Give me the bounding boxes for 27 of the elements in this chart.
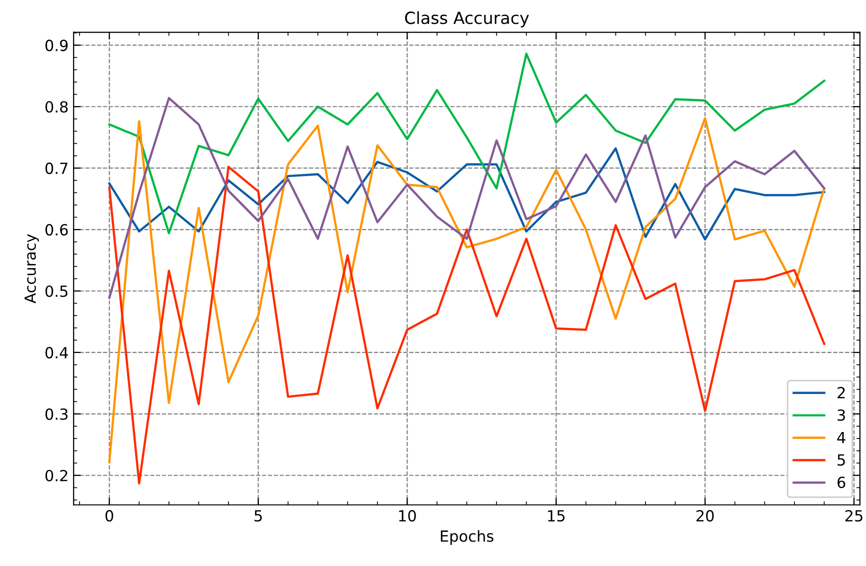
x-tick-label: 20 <box>696 510 714 522</box>
x-tick-label: 5 <box>254 510 262 522</box>
x-axis-title: Epochs <box>440 530 494 545</box>
line-series <box>108 147 826 240</box>
y-tick-label: 0.6 <box>45 224 68 236</box>
y-tick-label: 0.5 <box>45 285 68 298</box>
y-axis-title: Accuracy <box>24 234 39 304</box>
y-tick-label: 0.8 <box>45 101 68 113</box>
chart-title: Class Accuracy <box>405 11 529 28</box>
line-series <box>108 52 826 234</box>
y-tick-label: 0.9 <box>45 40 68 52</box>
x-tick-label: 0 <box>106 510 114 522</box>
x-tick-label: 15 <box>548 510 565 522</box>
y-tick-label: 0.7 <box>45 162 68 174</box>
y-tick-label: 0.4 <box>45 346 68 358</box>
x-tick-label: 25 <box>845 510 862 522</box>
y-tick-label: 0.2 <box>45 470 68 482</box>
line-series <box>108 96 826 299</box>
legend-label: 4 <box>837 432 846 444</box>
line-series <box>108 166 826 484</box>
legend-label: 2 <box>838 386 845 398</box>
legend-label: 3 <box>838 409 845 421</box>
legend-label: 5 <box>838 454 845 466</box>
line-series <box>108 117 826 463</box>
x-tick-label: 10 <box>399 510 416 522</box>
legend-label: 6 <box>838 476 846 488</box>
y-tick-label: 0.3 <box>45 408 68 420</box>
